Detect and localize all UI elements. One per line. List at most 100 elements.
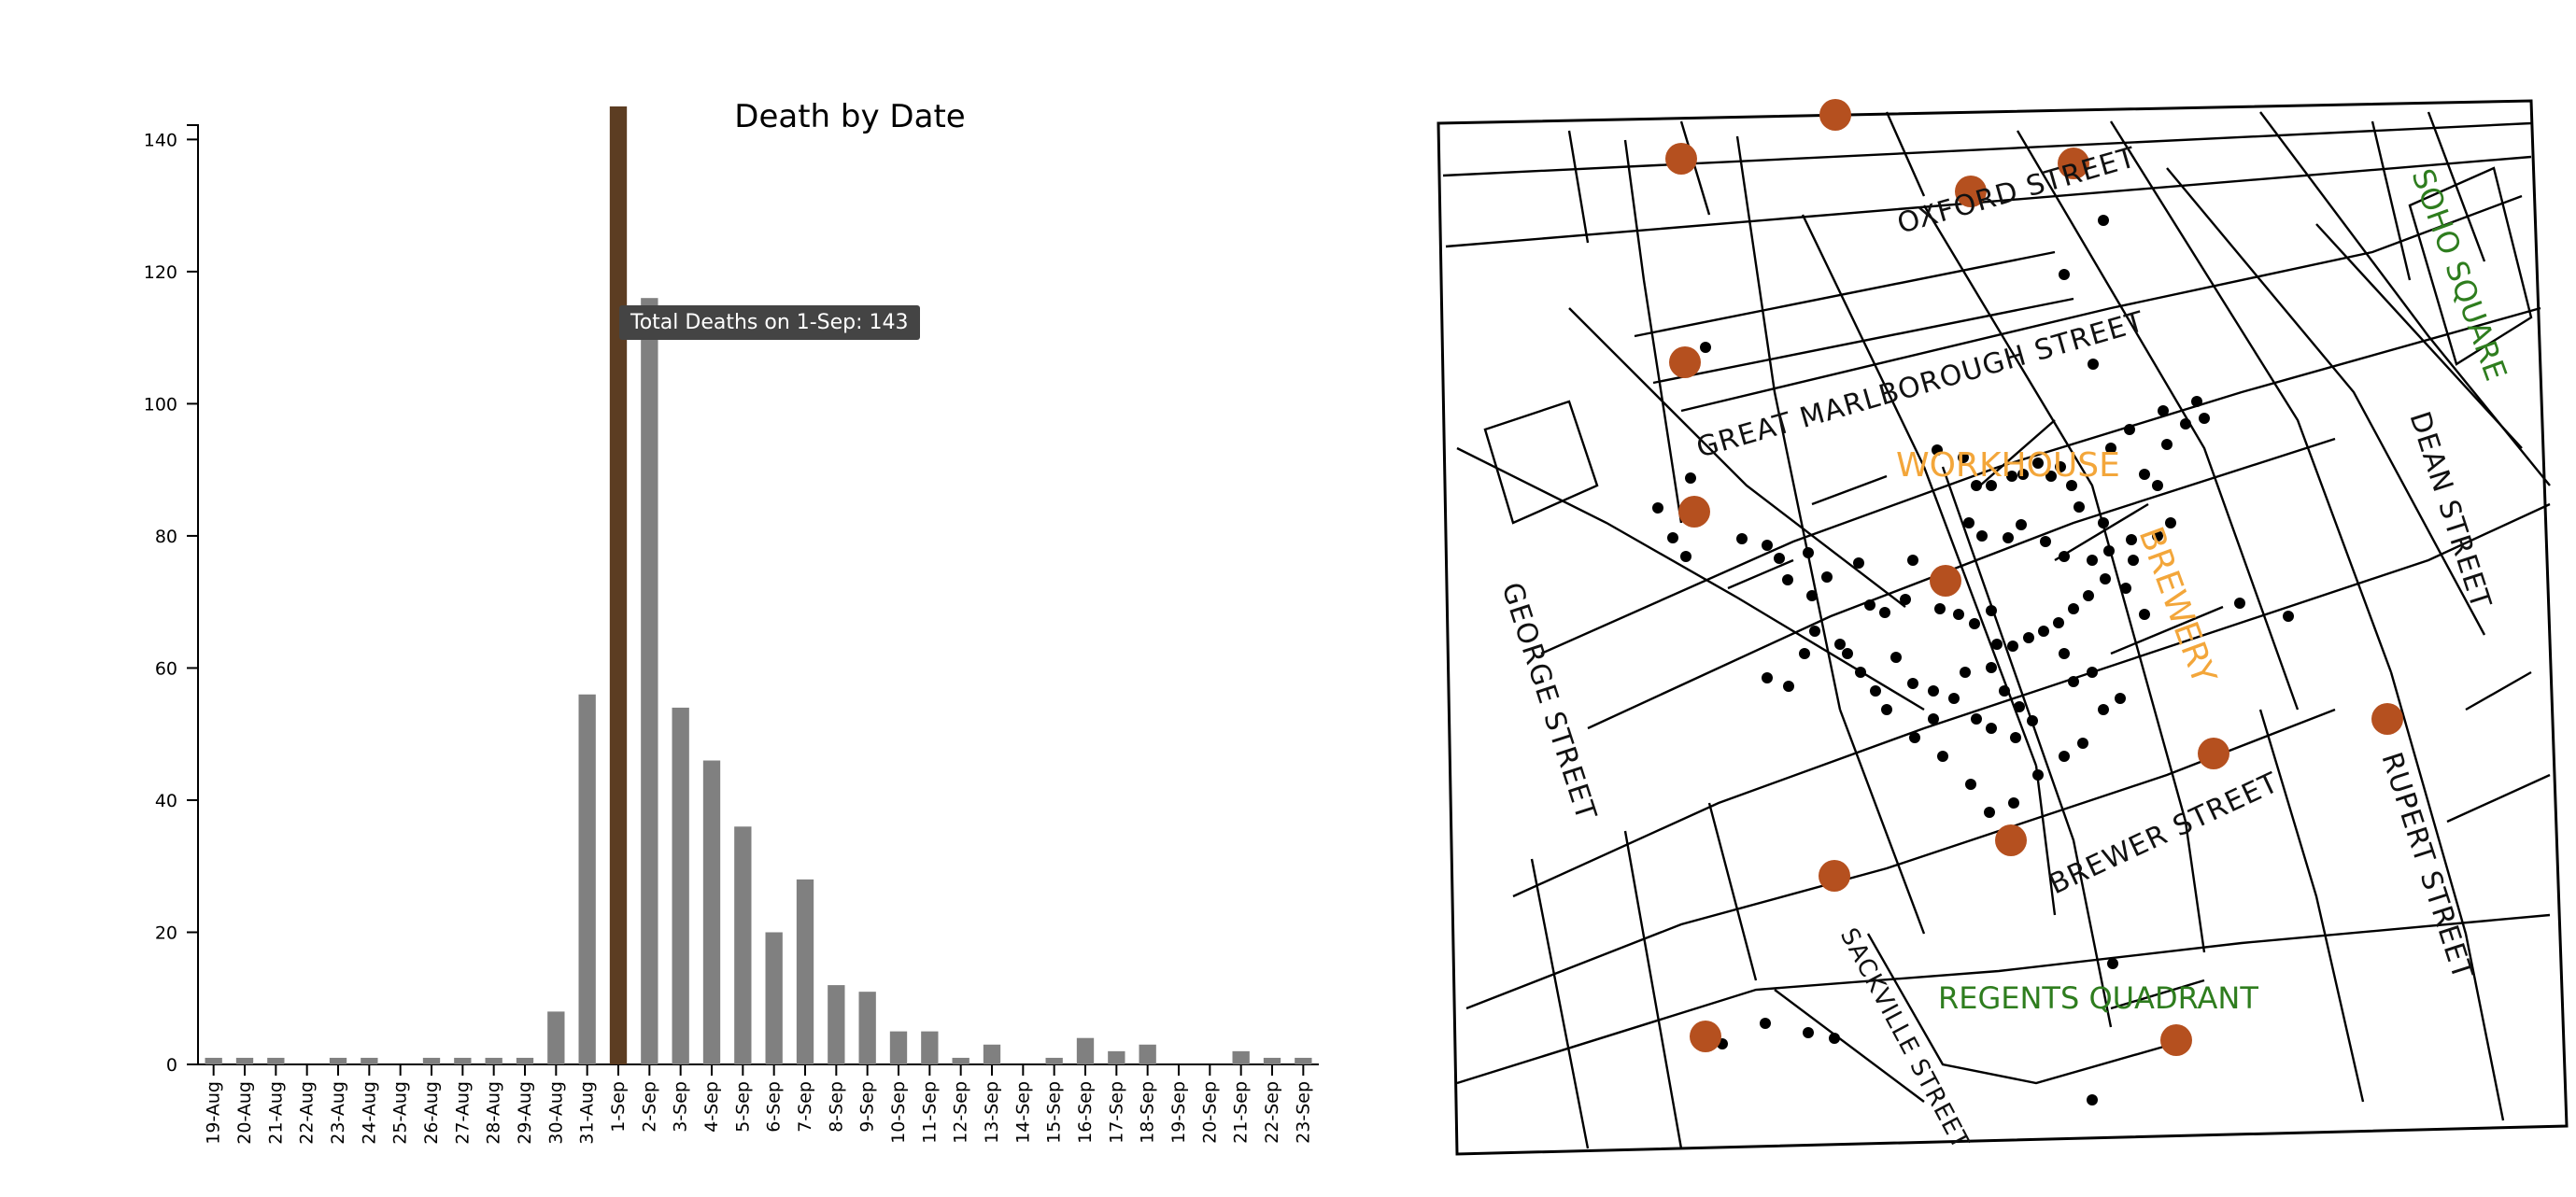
bar-15-Sep[interactable] (1045, 1057, 1063, 1064)
cholera-map: OXFORD STREET GREAT MARLBOROUGH STREET D… (1401, 0, 2576, 1193)
x-tick-label: 3-Sep (671, 1081, 691, 1133)
x-tick-label: 27-Aug (452, 1081, 473, 1145)
x-tick-label: 8-Sep (826, 1081, 846, 1133)
death-dot (1991, 639, 2003, 650)
death-dot (2199, 413, 2210, 424)
bar-3-Sep[interactable] (672, 707, 689, 1064)
bar-5-Sep[interactable] (734, 826, 752, 1064)
death-dot (1890, 652, 1902, 663)
death-dot (1986, 723, 1997, 734)
x-tick-label: 23-Aug (328, 1081, 348, 1145)
death-dot (2066, 480, 2077, 491)
death-dot (2100, 573, 2111, 584)
bar-7-Sep[interactable] (796, 879, 814, 1064)
death-dot (2040, 536, 2051, 547)
death-dot (2014, 701, 2025, 712)
x-tick-label: 14-Sep (1012, 1081, 1033, 1144)
bar-21-Sep[interactable] (1232, 1050, 1250, 1064)
bar-28-Aug[interactable] (485, 1057, 502, 1064)
death-dot (2059, 269, 2070, 280)
death-dot (2059, 751, 2070, 762)
death-dot (2120, 583, 2131, 594)
death-dot (1853, 557, 1864, 569)
death-dot (2087, 1094, 2098, 1105)
x-tick-label: 20-Aug (234, 1081, 255, 1145)
death-dot (2083, 590, 2094, 601)
bar-2-Sep[interactable] (641, 298, 658, 1064)
bar-23-Sep[interactable] (1295, 1057, 1312, 1064)
bar-22-Sep[interactable] (1263, 1057, 1281, 1064)
death-dot (1803, 547, 1814, 558)
death-dot (1809, 626, 1820, 637)
x-tick-label: 13-Sep (982, 1081, 1002, 1144)
bar-4-Sep[interactable] (702, 760, 721, 1064)
death-by-date-chart: Death by Date 0 20 40 60 80 100 120 140 19-Aug 2… (144, 98, 1319, 1145)
death-dot (2055, 461, 2066, 472)
bar-12-Sep[interactable] (952, 1057, 970, 1064)
bar-24-Aug[interactable] (361, 1057, 378, 1064)
bar-9-Sep[interactable] (858, 992, 876, 1064)
death-dot (1907, 678, 1918, 689)
bar-6-Sep[interactable] (765, 932, 783, 1064)
bar-10-Sep[interactable] (889, 1031, 908, 1064)
death-dot (2105, 443, 2116, 454)
death-dot (2032, 458, 2044, 469)
bar-18-Sep[interactable] (1139, 1044, 1156, 1064)
death-dot (1971, 713, 1982, 725)
bar-16-Sep[interactable] (1076, 1037, 1095, 1064)
bar-tooltip: Total Deaths on 1-Sep: 143 (619, 305, 920, 340)
death-dots (1652, 215, 2294, 1105)
bar-13-Sep[interactable] (983, 1044, 1001, 1064)
bar-20-Aug[interactable] (235, 1057, 254, 1064)
pump-marker (2198, 738, 2229, 769)
bar-8-Sep[interactable] (828, 985, 845, 1064)
pump-marker (2371, 703, 2403, 735)
death-dot (1736, 533, 1748, 544)
death-dot (2124, 424, 2135, 435)
death-dot (1685, 472, 1696, 484)
death-dot (1928, 713, 1939, 725)
y-axis-line (187, 124, 199, 1065)
death-dot (2077, 738, 2088, 749)
map-label-regents-quadrant: REGENTS QUADRANT (1938, 980, 2258, 1016)
bar-23-Aug[interactable] (329, 1057, 347, 1064)
bar-21-Aug[interactable] (267, 1057, 285, 1064)
death-dot (1652, 502, 1663, 514)
death-dot (1986, 662, 1997, 673)
x-tick-label: 30-Aug (545, 1081, 566, 1145)
bar-26-Aug[interactable] (422, 1057, 441, 1064)
death-dot (2010, 732, 2021, 743)
bar-29-Aug[interactable] (516, 1057, 534, 1064)
death-dot (2165, 517, 2176, 528)
x-tick-label: 17-Sep (1106, 1081, 1126, 1144)
death-dot (1774, 553, 1785, 564)
death-dot (1803, 1027, 1814, 1038)
death-dot (2161, 439, 2173, 450)
death-dot (1821, 571, 1833, 583)
bar-27-Aug[interactable] (454, 1057, 472, 1064)
bar-17-Sep[interactable] (1108, 1050, 1125, 1064)
bar-31-Aug[interactable] (578, 694, 596, 1064)
death-dot (1984, 807, 1995, 818)
bar-11-Sep[interactable] (921, 1031, 939, 1064)
pump-marker (2058, 148, 2089, 179)
death-dot (1762, 540, 1773, 551)
bar-1-Sep[interactable] (609, 106, 628, 1064)
bar-19-Aug[interactable] (205, 1057, 222, 1064)
x-tick-label: 31-Aug (577, 1081, 598, 1145)
death-dot (1999, 685, 2010, 697)
y-tick-label: 20 (155, 922, 177, 943)
pump-marker (1678, 496, 1710, 528)
x-tick-label: 7-Sep (795, 1081, 815, 1133)
death-dot (2087, 667, 2098, 678)
death-dot (2038, 626, 2049, 637)
y-tick-label: 60 (155, 658, 177, 679)
death-dot (2027, 715, 2038, 726)
death-dot (2139, 469, 2150, 480)
death-dot (2191, 396, 2202, 407)
death-dot (2098, 517, 2109, 528)
death-dot (2017, 469, 2029, 480)
death-dot (2152, 480, 2163, 491)
death-dot (2098, 215, 2109, 226)
bar-30-Aug[interactable] (547, 1011, 565, 1064)
